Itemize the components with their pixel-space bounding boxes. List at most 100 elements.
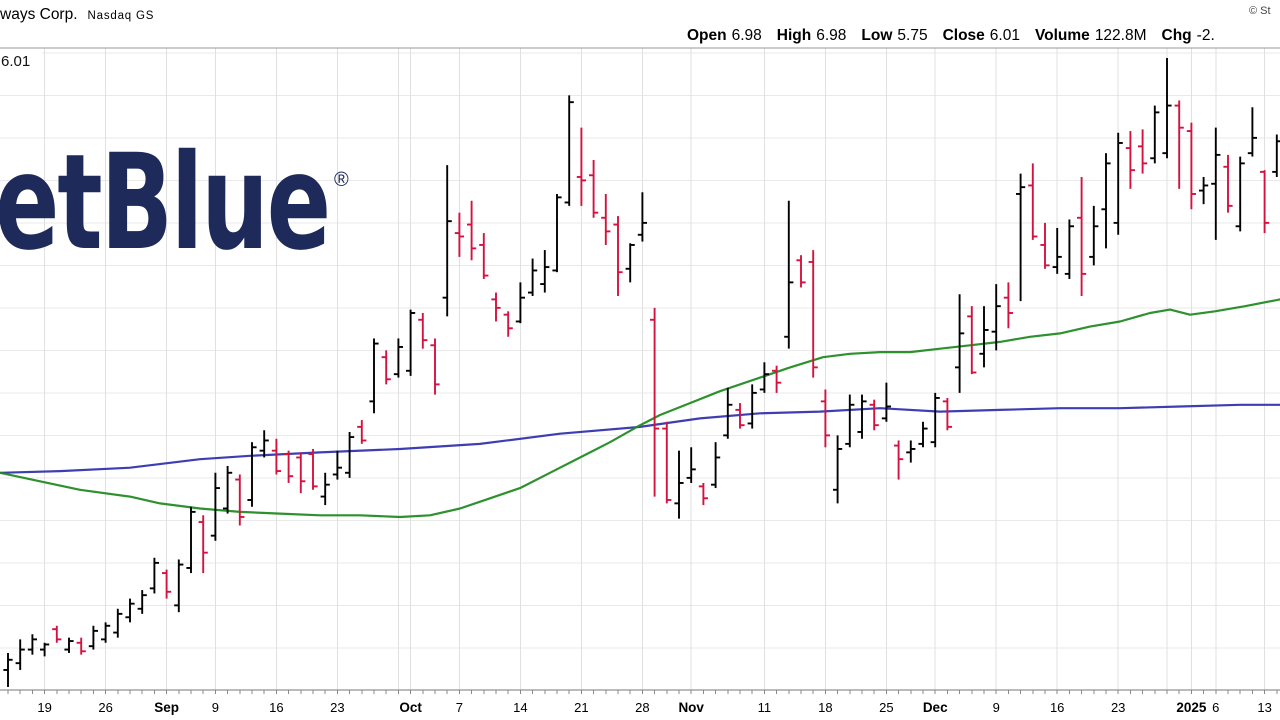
ohlc-bar <box>1016 173 1026 302</box>
ohlc-bar <box>27 634 37 655</box>
vertical-gridlines <box>44 48 1266 690</box>
ohlc-bar <box>308 448 318 490</box>
jetblue-logo-watermark: etBlue ® <box>0 126 349 280</box>
x-axis-label: Nov <box>678 700 704 715</box>
ohlc-bar <box>613 216 623 296</box>
ohlc-bar <box>820 389 830 448</box>
ohlc-bar <box>991 284 1001 351</box>
ohlc-bar <box>1028 163 1038 240</box>
x-axis-label: Dec <box>923 700 948 715</box>
ohlc-bar <box>528 258 538 296</box>
quote-summary-row: Open 6.98 High 6.98 Low 5.75 Close 6.01 Volume 12… <box>687 27 1215 45</box>
ohlc-bar <box>174 559 184 613</box>
ohlc-bar <box>357 420 367 444</box>
ohlc-bar <box>1077 176 1087 296</box>
plot-borders <box>0 47 1280 691</box>
ohlc-bar <box>369 338 379 414</box>
ma-line-slow-blue <box>0 403 1280 474</box>
ohlc-bar <box>601 193 611 245</box>
ohlc-bar <box>1101 153 1111 249</box>
x-axis-label: 21 <box>574 700 588 715</box>
x-axis-label: 18 <box>818 700 832 715</box>
x-axis-label: 28 <box>635 700 649 715</box>
ohlc-bar <box>759 362 769 393</box>
ohlc-bar <box>186 506 196 574</box>
ohlc-bar <box>845 394 855 448</box>
registered-trademark-icon: ® <box>334 169 349 191</box>
ohlc-bar <box>1138 129 1148 174</box>
ohlc-bar <box>442 165 452 317</box>
ohlc-bar <box>662 421 672 504</box>
ohlc-bar <box>1125 131 1135 189</box>
ohlc-bar <box>418 312 428 349</box>
ohlc-bar <box>650 307 660 497</box>
ohlc-bar <box>1235 156 1245 232</box>
ma-line-fast-green <box>0 298 1280 519</box>
ohlc-bar <box>479 233 489 279</box>
quote-value-low: 5.75 <box>897 27 928 44</box>
ohlc-bar <box>1040 222 1050 269</box>
x-axis-label: 14 <box>513 700 527 715</box>
ohlc-bar <box>1260 170 1270 234</box>
ohlc-bar <box>637 192 647 242</box>
ohlc-bar <box>15 639 25 670</box>
ohlc-bar <box>930 392 940 448</box>
ohlc-bar <box>332 450 342 480</box>
ohlc-bar <box>869 399 879 431</box>
ohlc-bar <box>796 255 806 288</box>
ohlc-bar <box>918 421 928 448</box>
ohlc-bar <box>723 387 733 439</box>
ohlc-bar <box>491 292 501 322</box>
x-axis-label: 25 <box>879 700 893 715</box>
ohlc-bar <box>1272 134 1280 177</box>
ohlc-bar <box>1113 132 1123 235</box>
ohlc-bar <box>259 430 269 458</box>
ohlc-bar <box>40 642 50 657</box>
ohlc-bar <box>454 212 464 257</box>
ohlc-bar <box>149 557 159 594</box>
ohlc-bar <box>967 306 977 375</box>
x-axis-labels: 19 26 Sep 9 16 23 Oct 7 14 21 28 Nov 11 18 25 Dec 9 16 23 2… <box>37 700 1271 715</box>
ohlc-bar <box>320 472 330 506</box>
ohlc-bar <box>125 598 135 623</box>
ohlc-bar <box>698 482 708 506</box>
ohlc-bar <box>1089 205 1099 266</box>
ohlc-bar <box>284 450 294 483</box>
ohlc-bar <box>162 569 172 599</box>
ohlc-bar <box>576 127 586 206</box>
chart-header: ways Corp. Nasdaq GS <box>0 6 154 24</box>
quote-value-high: 6.98 <box>816 27 847 44</box>
last-price-label: 6.01 <box>1 53 30 70</box>
ohlc-bar <box>1064 219 1074 279</box>
ohlc-bar <box>137 590 147 614</box>
x-axis-label: 19 <box>37 700 51 715</box>
quote-label-open: Open <box>687 27 727 44</box>
quote-label-close: Close <box>942 27 985 44</box>
x-axis-label: 23 <box>1111 700 1125 715</box>
ohlc-bar <box>833 435 843 504</box>
x-axis-label: 6 <box>1212 700 1219 715</box>
ohlc-bar <box>235 474 245 526</box>
ohlc-bar <box>686 447 696 483</box>
company-title: ways Corp. <box>0 6 78 23</box>
x-axis-label: 23 <box>330 700 344 715</box>
ohlc-bar <box>772 365 782 393</box>
ohlc-bar <box>345 431 355 478</box>
x-axis-day-ticks <box>7 690 1278 694</box>
exchange-label: Nasdaq GS <box>87 10 155 22</box>
quote-value-chg: -2. <box>1196 27 1215 44</box>
x-axis-label: 11 <box>758 700 772 715</box>
ohlc-bar <box>894 440 904 480</box>
x-axis-label: 7 <box>456 700 463 715</box>
ohlc-bar <box>1052 227 1062 274</box>
ohlc-bar <box>1174 100 1184 189</box>
ohlc-bar <box>674 450 684 519</box>
ohlc-bar <box>393 338 403 378</box>
ohlc-bar <box>1223 154 1233 213</box>
ohlc-bar <box>198 515 208 574</box>
quote-label-high: High <box>776 27 812 44</box>
ohlc-bar <box>113 608 123 638</box>
ohlc-bar <box>210 472 220 541</box>
